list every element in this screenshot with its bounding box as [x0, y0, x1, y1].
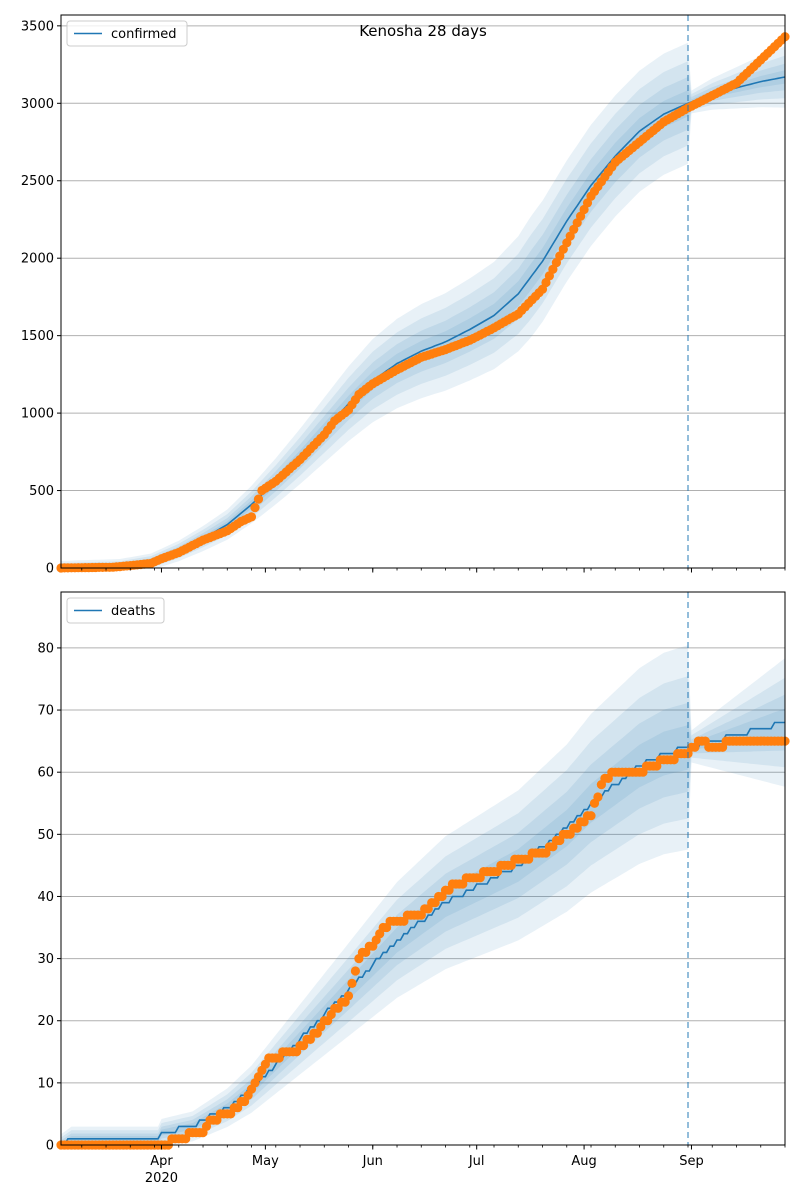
x-tick-label: Jul — [468, 1154, 485, 1169]
y-tick-label: 0 — [46, 1139, 54, 1154]
y-tick-label: 80 — [37, 641, 54, 656]
y-tick-label: 500 — [29, 484, 54, 499]
observed-point — [593, 792, 603, 802]
chart-title: Kenosha 28 days — [359, 22, 487, 40]
observed-point — [343, 991, 354, 1001]
x-tick-label: May — [252, 1154, 279, 1169]
y-tick-label: 70 — [37, 704, 54, 719]
y-tick-label: 1500 — [21, 329, 54, 344]
deaths-panel: 0 10 20 30 40 50 60 70 80 Apr 2020 May Jun Jul Aug Sep d… — [37, 591, 790, 1186]
y-tick-label: 20 — [37, 1014, 54, 1029]
uncertainty-band — [61, 694, 785, 1145]
legend-box — [66, 20, 188, 47]
y-tick-label: 1000 — [21, 407, 54, 422]
x-tick-label: Aug — [571, 1154, 596, 1169]
axes-frame — [60, 14, 786, 569]
confirmed-panel: 0 500 1000 1500 2000 2500 3000 3500 confirmed Ken… — [21, 14, 790, 577]
y-tick-label: 30 — [37, 952, 54, 967]
model-line — [61, 721, 785, 1146]
observed-point — [253, 494, 264, 504]
legend-box — [66, 597, 165, 624]
y-tick-label: 3000 — [21, 97, 54, 112]
y-tick-label: 10 — [37, 1076, 54, 1091]
uncertainty-band — [61, 63, 785, 568]
observed-point — [586, 811, 596, 821]
observed-point — [350, 966, 360, 976]
observed-point — [347, 978, 357, 989]
x-tick-sublabel: 2020 — [145, 1171, 178, 1186]
y-tick-label: 3500 — [21, 19, 54, 34]
axes-frame — [60, 591, 786, 1146]
legend: deaths — [66, 597, 165, 624]
uncertainty-band — [61, 708, 785, 1145]
legend-label: confirmed — [111, 27, 177, 42]
x-tick-label: Jun — [362, 1154, 383, 1169]
y-tick-label: 0 — [46, 562, 54, 577]
y-tick-label: 2000 — [21, 252, 54, 267]
y-tick-label: 2500 — [21, 174, 54, 189]
y-tick-label: 60 — [37, 766, 54, 781]
y-tick-label: 40 — [37, 890, 54, 905]
y-tick-label: 50 — [37, 828, 54, 843]
x-tick-label: Apr — [150, 1154, 173, 1169]
uncertainty-band — [61, 645, 785, 1145]
observed-point — [250, 503, 260, 513]
x-tick-label: Sep — [679, 1154, 704, 1169]
observed-point — [246, 512, 257, 522]
legend-label: deaths — [111, 604, 156, 619]
legend: confirmed — [66, 20, 188, 47]
